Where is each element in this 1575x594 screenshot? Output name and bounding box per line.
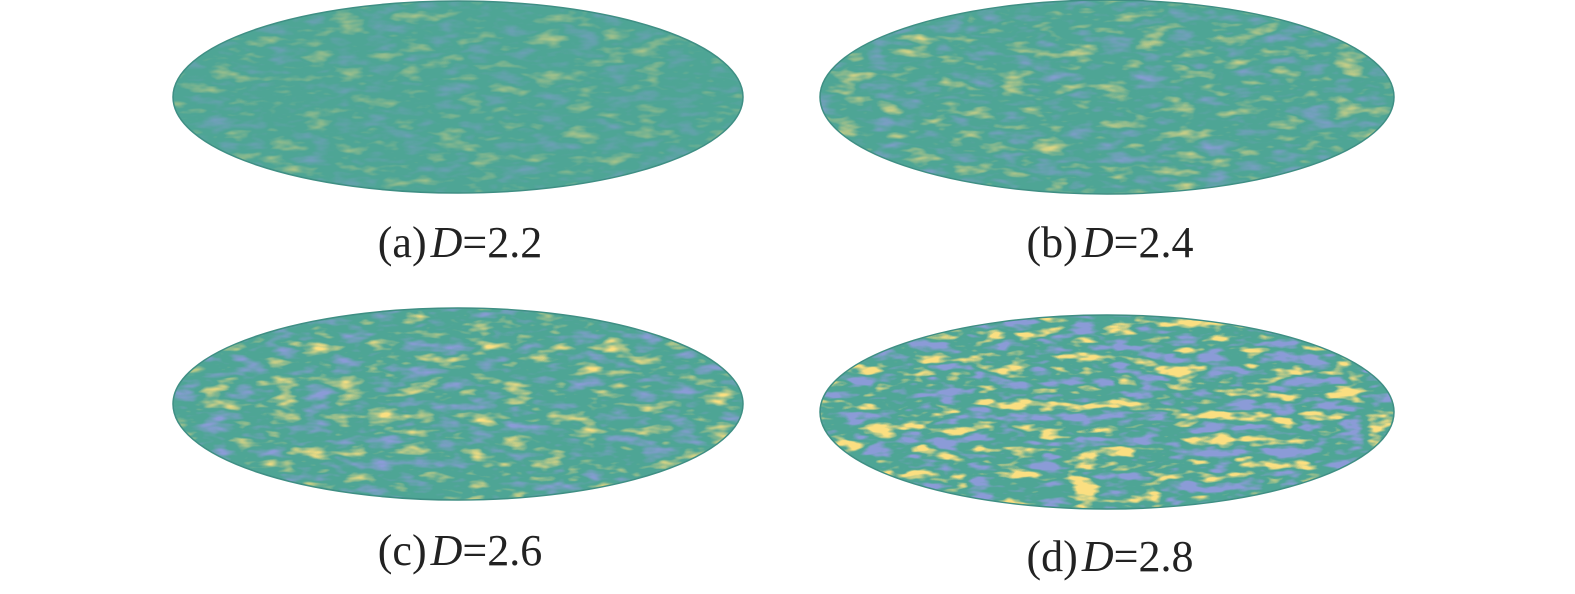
surface-texture xyxy=(820,315,1394,509)
value: =2.8 xyxy=(1113,532,1194,581)
symbol: D xyxy=(430,526,463,575)
value: =2.2 xyxy=(462,218,543,267)
caption: (c)D=2.6 xyxy=(160,526,760,576)
symbol: D xyxy=(1081,532,1114,581)
surface-texture xyxy=(173,308,743,500)
surface-texture xyxy=(820,0,1394,194)
value: =2.4 xyxy=(1113,218,1194,267)
value: =2.6 xyxy=(462,526,543,575)
panel-label: (c) xyxy=(377,526,427,575)
surface-rim xyxy=(172,307,744,501)
symbol: D xyxy=(430,218,463,267)
surface-texture xyxy=(173,1,743,193)
panel-label: (a) xyxy=(377,218,427,267)
surface-rim xyxy=(819,0,1395,195)
caption: (a)D=2.2 xyxy=(160,218,760,268)
panel-label: (d) xyxy=(1026,532,1078,581)
symbol: D xyxy=(1081,218,1114,267)
surface-rim xyxy=(172,0,744,194)
caption: (d)D=2.8 xyxy=(810,532,1410,582)
caption: (b)D=2.4 xyxy=(810,218,1410,268)
surface-rim xyxy=(819,314,1395,510)
panel-label: (b) xyxy=(1026,218,1078,267)
